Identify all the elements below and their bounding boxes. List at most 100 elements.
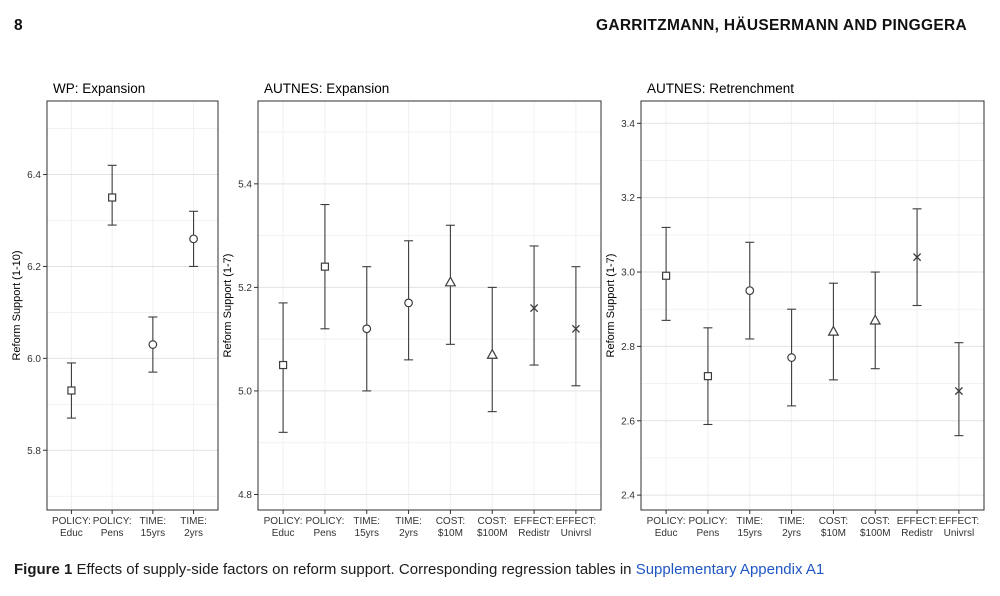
chart-panel-3: AUTNES: Retrenchment Reform Support (1-7)… [605,81,985,539]
x-tick-label-line2: Redistr [901,528,933,539]
y-tick-label: 2.4 [621,491,635,502]
x-tick-label-line1: COST: [819,516,848,527]
marker-x [571,324,580,333]
figure-caption: Figure 1 Effects of supply-side factors … [14,561,824,578]
estimate-cost-10m [827,282,840,381]
marker-circle [787,353,796,362]
marker-x [913,253,922,262]
y-tick-label: 6.2 [27,262,41,273]
marker-x [913,253,922,262]
estimate-policy-pens [107,164,117,226]
estimate-time-2yrs [787,308,797,407]
x-tick-label-line2: 2yrs [399,528,418,539]
marker-x [954,386,963,396]
estimate-time-15yrs [745,241,755,340]
x-tick-label-line2: 2yrs [782,528,801,539]
x-tick-label-line2: Educ [272,528,295,539]
y-axis-label: Reform Support (1-10) [11,250,23,360]
x-tick-label-line1: TIME: [180,516,207,527]
estimate-time-15yrs [362,266,372,392]
x-tick-label-line2: $10M [821,528,846,539]
x-tick-label-line2: $100M [860,528,891,539]
marker-circle [189,234,198,244]
marker-triangle [869,314,882,325]
estimate-time-15yrs [148,316,158,373]
figure-caption-text: Effects of supply-side factors on reform… [72,561,636,578]
x-tick-label-line1: TIME: [736,516,763,527]
x-tick-label-line2: 15yrs [355,528,379,539]
figure-caption-label: Figure 1 [14,561,73,578]
marker-triangle [827,325,840,336]
estimate-effect-univrsl [571,266,581,387]
x-tick-label-line2: Pens [101,528,124,539]
x-tick-label-line1: COST: [436,516,465,527]
estimate-time-2yrs [189,210,199,267]
running-head: GARRITZMANN, HÄUSERMANN AND PINGGERA [595,17,967,34]
estimate-policy-pens [320,203,330,330]
x-tick-label-line1: EFFECT: [939,516,980,527]
figure-1-coefficient-plots: WP: Expansion Reform Support (1-10) 5.8 6.0… [11,81,985,539]
marker-x [530,304,539,313]
estimate-time-2yrs [404,240,414,361]
marker-x [571,324,580,333]
estimate-policy-educ [66,362,76,419]
x-tick-label-line2: Educ [655,528,678,539]
marker-triangle [486,348,499,359]
marker-x [954,386,963,396]
x-tick-label-line1: EFFECT: [514,516,555,527]
estimate-effect-redistr [529,245,539,366]
x-tick-label-line1: POLICY: [688,516,727,527]
page-header: 8 GARRITZMANN, HÄUSERMANN AND PINGGERA [14,17,967,35]
marker-square [703,372,713,381]
y-tick-label: 3.2 [621,193,635,204]
marker-square [661,271,671,280]
marker-circle [148,340,158,349]
marker-x [530,304,539,313]
x-tick-label-line2: Educ [60,528,83,539]
x-tick-label-line1: TIME: [140,516,167,527]
x-tick-label-line1: TIME: [778,516,805,527]
x-tick-label-line2: Pens [314,528,337,539]
x-tick-label-line1: POLICY: [264,516,303,527]
marker-square [320,262,330,271]
panel-border [257,100,602,511]
panel-title: WP: Expansion [53,81,145,96]
page-number: 8 [14,17,23,34]
estimate-policy-educ [278,302,288,433]
estimate-cost-10m [444,224,457,345]
x-tick-label-line1: COST: [861,516,890,527]
y-tick-label: 5.0 [238,386,252,397]
marker-triangle [444,275,457,287]
x-tick-label-line1: EFFECT: [897,516,938,527]
y-tick-label: 4.8 [238,490,252,501]
y-tick-label: 2.6 [621,416,635,427]
x-tick-label-line2: 2yrs [184,528,203,539]
x-tick-label-line2: $10M [438,528,463,539]
x-tick-label-line1: EFFECT: [556,516,597,527]
appendix-link[interactable]: Supplementary Appendix A1 [635,561,825,578]
x-tick-label-line2: Pens [697,528,720,539]
x-tick-label-line1: POLICY: [305,516,344,527]
y-tick-label: 3.0 [621,268,635,279]
y-axis-label: Reform Support (1-7) [222,254,234,358]
panel-border [640,100,985,511]
marker-circle [745,286,755,296]
x-tick-label-line1: POLICY: [647,516,686,527]
marker-circle [362,324,372,334]
estimate-effect-redistr [912,208,922,307]
x-tick-label-line2: Redistr [518,528,550,539]
panel-border [46,100,219,511]
y-tick-label: 6.0 [27,354,41,365]
chart-panel-2: AUTNES: Expansion Reform Support (1-7) 4.8… [222,81,602,539]
marker-square [108,193,117,202]
y-tick-label: 6.4 [27,170,41,181]
y-tick-label: 5.2 [238,283,252,294]
marker-square [278,360,288,370]
y-axis-label: Reform Support (1-7) [605,254,617,358]
estimate-effect-univrsl [954,342,964,437]
estimate-cost-100m [486,286,499,413]
x-tick-label-line1: POLICY: [93,516,132,527]
x-tick-label-line2: $100M [477,528,508,539]
y-tick-label: 5.8 [27,446,41,457]
